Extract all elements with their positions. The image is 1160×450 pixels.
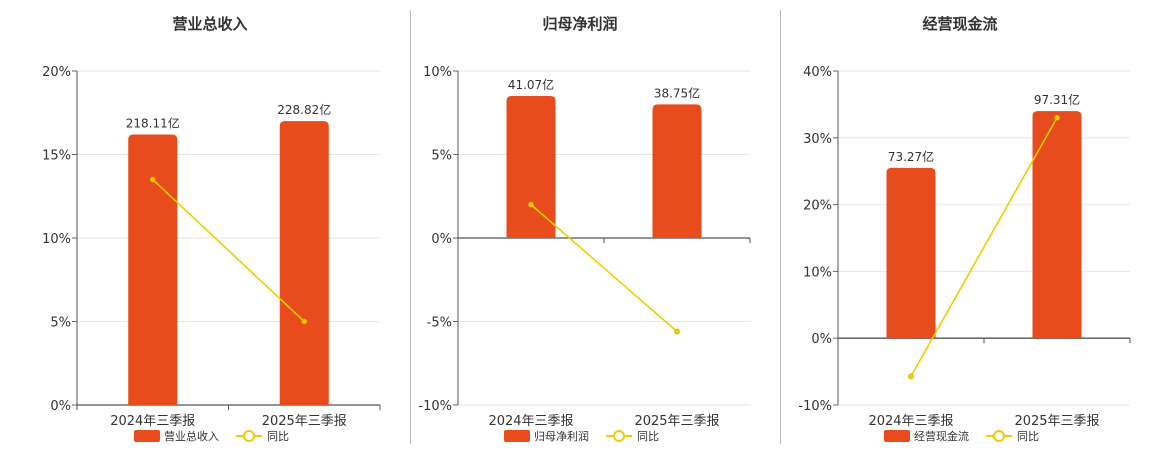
yoy-point xyxy=(1054,114,1060,121)
bar-data-label: 228.82亿 xyxy=(277,102,331,117)
y-tick-label: 10% xyxy=(423,65,452,80)
x-tick-label: 2025年三季报 xyxy=(1014,414,1099,429)
bar xyxy=(1032,111,1082,339)
yoy-point xyxy=(908,373,914,380)
legend-line-marker xyxy=(243,430,255,442)
bar xyxy=(506,96,556,238)
bar-data-label: 41.07亿 xyxy=(508,77,554,92)
yoy-series-line xyxy=(152,178,305,323)
x-tick-label: 2024年三季报 xyxy=(868,414,953,429)
y-tick-label: 10% xyxy=(803,265,832,280)
legend-label: 同比 xyxy=(637,430,659,443)
chart-title: 经营现金流 xyxy=(922,15,997,33)
bar-data-label: 218.11亿 xyxy=(126,115,180,130)
legend-line-marker xyxy=(613,430,625,442)
y-tick-label: 20% xyxy=(42,65,71,80)
panel-divider xyxy=(410,10,411,444)
legend-label: 经营现金流 xyxy=(914,429,969,443)
legend-label: 营业总收入 xyxy=(164,429,219,443)
y-tick-label: 0% xyxy=(811,332,832,347)
y-tick-label: 0% xyxy=(50,399,71,414)
bar xyxy=(886,167,936,339)
y-tick-label: 5% xyxy=(431,149,452,164)
y-tick-label: 30% xyxy=(803,132,832,147)
legend-label: 归母净利润 xyxy=(534,429,589,443)
legend-label: 同比 xyxy=(267,430,289,443)
yoy-point xyxy=(674,328,680,335)
bar xyxy=(279,121,329,405)
y-tick-label: -10% xyxy=(798,399,832,414)
y-tick-label: 20% xyxy=(803,199,832,214)
x-tick-label: 2024年三季报 xyxy=(110,414,195,429)
legend-bar-swatch xyxy=(504,430,530,442)
legend-bar-swatch xyxy=(134,430,160,442)
x-tick-label: 2025年三季报 xyxy=(634,414,719,429)
y-tick-label: 5% xyxy=(50,316,71,331)
chart-title: 营业总收入 xyxy=(172,15,247,33)
x-tick-label: 2024年三季报 xyxy=(488,414,573,429)
chart-title: 归母净利润 xyxy=(542,15,617,33)
y-tick-label: -5% xyxy=(427,316,452,331)
yoy-point xyxy=(301,318,308,325)
bar-data-label: 97.31亿 xyxy=(1034,92,1080,107)
yoy-series-line xyxy=(530,203,678,333)
yoy-series-line xyxy=(910,117,1058,377)
y-tick-label: 40% xyxy=(803,65,832,80)
bar xyxy=(128,134,178,405)
x-tick-label: 2025年三季报 xyxy=(262,414,347,429)
bar xyxy=(652,104,702,239)
bar-data-label: 73.27亿 xyxy=(888,149,934,164)
yoy-point xyxy=(149,176,156,183)
y-tick-label: 10% xyxy=(42,232,71,247)
legend-bar-swatch xyxy=(884,430,910,442)
bar-data-label: 38.75亿 xyxy=(654,85,700,100)
y-tick-label: -10% xyxy=(418,399,452,414)
y-tick-label: 15% xyxy=(42,149,71,164)
yoy-point xyxy=(528,201,534,208)
legend-line-marker xyxy=(993,430,1005,442)
y-tick-label: 0% xyxy=(431,232,452,247)
panel-divider xyxy=(780,10,781,444)
legend-label: 同比 xyxy=(1017,430,1039,443)
